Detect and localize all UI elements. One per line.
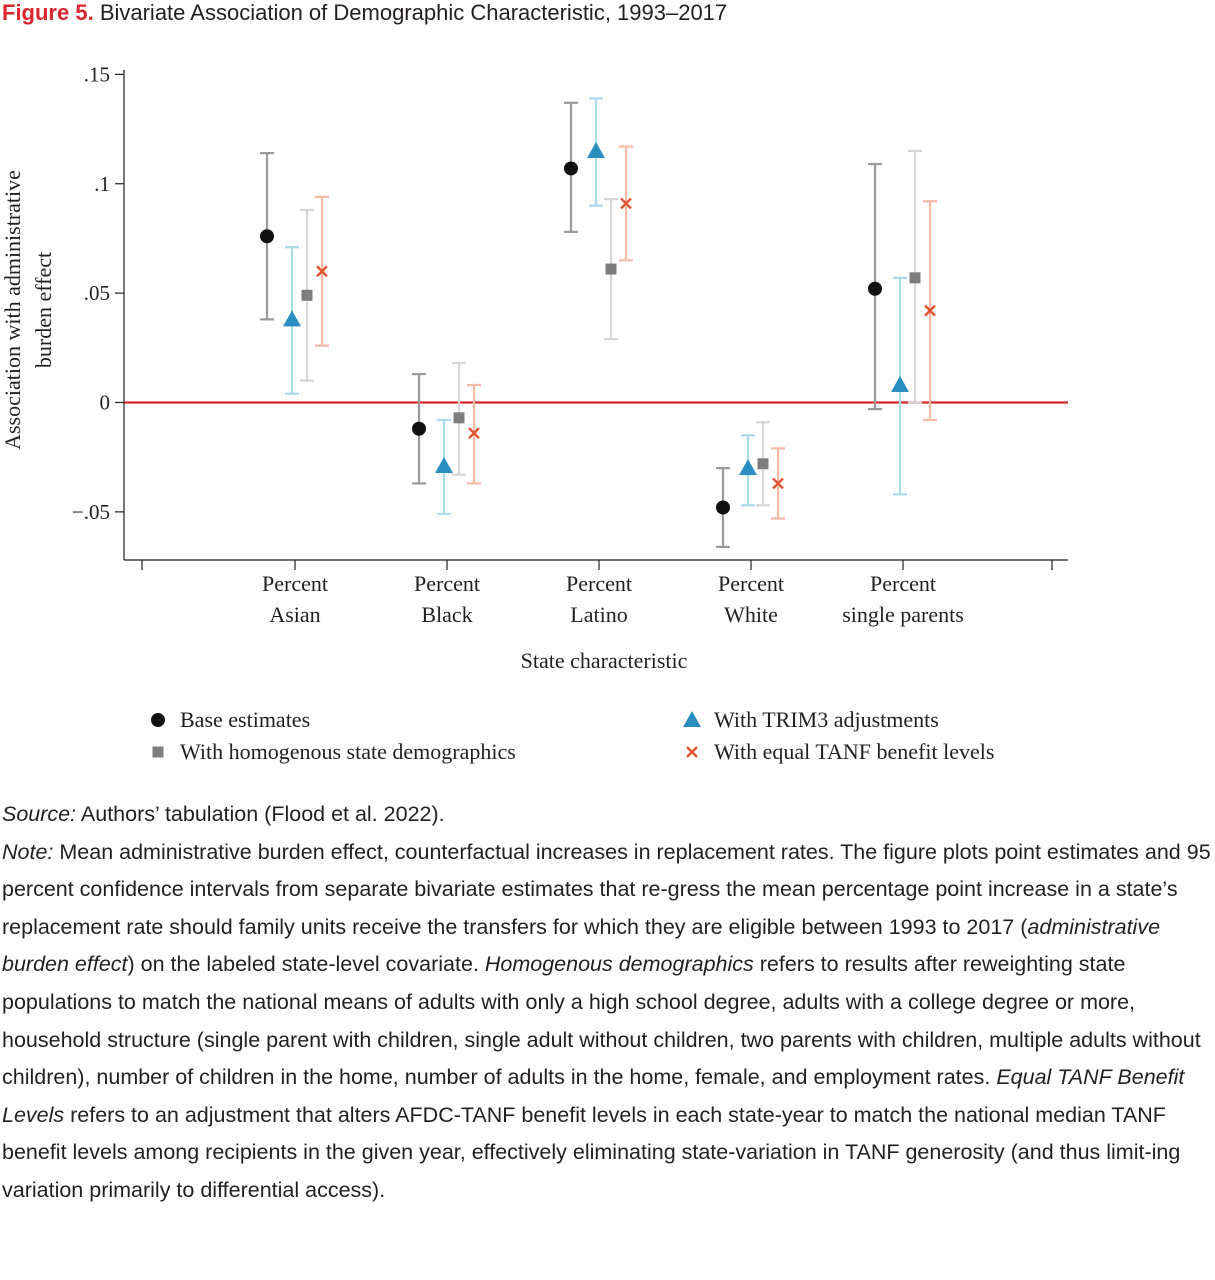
x-marker-stroke — [468, 427, 480, 439]
point-base-estimates — [868, 281, 882, 296]
point-with-trim3-adjustments — [283, 310, 301, 327]
note-emphasis-1: administrative burden effect — [2, 914, 1161, 977]
x-tick-label: Percent — [870, 571, 936, 596]
x-axis-title: State characteristic — [521, 648, 688, 673]
legend-marker — [152, 746, 164, 758]
legend-marker — [686, 746, 698, 758]
point-with-trim3-adjustments — [435, 456, 453, 473]
x-tick-label: Percent — [566, 571, 632, 596]
legend-label: Base estimates — [180, 707, 310, 732]
x-tick-label: Latino — [570, 602, 627, 627]
legend-item-base-estimates: Base estimates — [151, 707, 310, 732]
figure-number: Figure 5. — [2, 0, 94, 25]
x-marker-stroke — [772, 477, 784, 490]
legend-item-with-trim3-adjustments: With TRIM3 adjustments — [683, 707, 939, 732]
legend-item-with-equal-tanf-benefit-levels: With equal TANF benefit levels — [686, 739, 994, 764]
point-base-estimates — [260, 229, 274, 244]
x-tick-label: Percent — [718, 571, 784, 596]
y-tick-label: .15 — [84, 62, 110, 86]
point-with-equal-tanf-benefit-levels — [620, 197, 632, 210]
point-with-homogenous-state-demographics — [605, 263, 617, 275]
note-text-1: Mean administrative burden effect, count… — [2, 839, 1211, 939]
source-label: Source: — [2, 802, 77, 826]
y-axis-title: Association with administrative — [0, 170, 25, 450]
point-with-equal-tanf-benefit-levels — [772, 477, 784, 490]
legend-label: With equal TANF benefit levels — [714, 739, 994, 764]
note-text-4: refers to an adjustment that alters AFDC… — [2, 1102, 1181, 1202]
point-with-homogenous-state-demographics — [301, 289, 313, 301]
legend-label: With TRIM3 adjustments — [714, 707, 939, 732]
x-tick-label: White — [724, 602, 778, 627]
figure-caption: Source: Authors’ tabulation (Flood et al… — [2, 796, 1215, 1210]
source-line: Source: Authors’ tabulation (Flood et al… — [2, 796, 1215, 834]
legend: Base estimates With TRIM3 adjustments With… — [151, 707, 994, 764]
legend-marker — [683, 711, 701, 727]
point-estimates — [260, 141, 936, 515]
chart-axes — [115, 70, 1068, 570]
confidence-intervals — [260, 97, 937, 548]
x-tick-label: Percent — [262, 571, 328, 596]
point-with-homogenous-state-demographics — [909, 272, 921, 284]
x-marker-stroke — [316, 265, 328, 278]
point-with-equal-tanf-benefit-levels — [468, 427, 480, 439]
y-tick-label: 0 — [100, 391, 111, 415]
x-marker-stroke — [686, 746, 698, 758]
point-with-trim3-adjustments — [891, 376, 909, 392]
note-label: Note: — [2, 839, 54, 864]
note-emphasis-3: Equal TANF Benefit Levels — [2, 1065, 1185, 1127]
x-tick-label: Asian — [269, 602, 320, 627]
point-base-estimates — [564, 161, 578, 176]
point-base-estimates — [716, 500, 730, 515]
y-tick-label: −.05 — [72, 500, 110, 524]
x-tick-label: Percent — [414, 571, 480, 596]
x-tick-label: Black — [421, 602, 472, 627]
y-axis-title: burden effect — [31, 252, 56, 368]
x-tick-label: single parents — [842, 602, 964, 627]
axis-labels: −.05 0 .05 .1 .15 Percent Asian Percent Black Per… — [0, 62, 964, 673]
legend-label: With homogenous state demographics — [180, 739, 516, 764]
y-tick-label: .1 — [94, 172, 110, 196]
note-emphasis-2: Homogenous demographics — [484, 952, 754, 977]
figure-title: Figure 5. Bivariate Association of Demog… — [2, 0, 727, 26]
point-with-equal-tanf-benefit-levels — [316, 265, 328, 278]
x-marker-stroke — [620, 197, 632, 210]
note-text-2: ) on the labeled state-level covariate. — [127, 952, 485, 977]
legend-marker — [151, 713, 165, 727]
chart: −.05 0 .05 .1 .15 Percent Asian Percent Black Per… — [0, 62, 1068, 764]
legend-item-with-homogenous-state-demographics: With homogenous state demographics — [152, 739, 516, 764]
point-with-homogenous-state-demographics — [757, 458, 769, 470]
note-paragraph: Note: Mean administrative burden effect,… — [2, 834, 1215, 1210]
point-with-equal-tanf-benefit-levels — [924, 304, 936, 317]
figure-title-text: Bivariate Association of Demographic Cha… — [99, 0, 728, 25]
source-text: Authors’ tabulation (Flood et al. 2022). — [76, 802, 445, 826]
point-base-estimates — [412, 421, 426, 436]
x-marker-stroke — [924, 304, 936, 317]
point-with-trim3-adjustments — [739, 459, 757, 476]
y-tick-label: .05 — [84, 281, 110, 305]
note-text-3: refers to results after reweighting stat… — [2, 952, 1201, 1090]
point-with-trim3-adjustments — [587, 141, 605, 158]
point-with-homogenous-state-demographics — [453, 412, 465, 424]
